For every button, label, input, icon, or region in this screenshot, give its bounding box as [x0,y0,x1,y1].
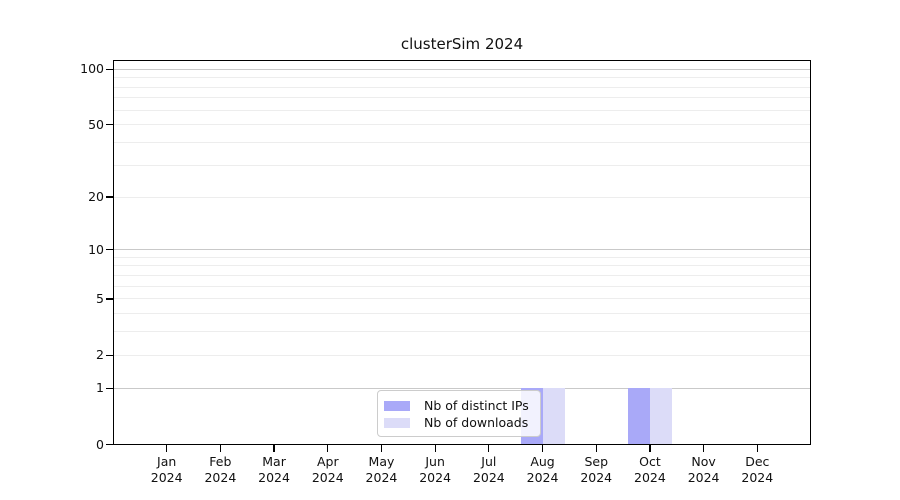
x-tick-year: 2024 [258,470,290,485]
y-tick-mark [106,68,113,70]
x-tick-label: Sep 2024 [564,454,628,486]
y-gridline-minor [114,298,810,300]
x-tick-mark [595,445,597,452]
y-tick-mark [106,196,113,198]
y-gridline-minor [114,256,810,258]
x-tick-mark [703,445,705,452]
chart-title: clusterSim 2024 [400,35,524,53]
y-tick-mark [106,249,113,251]
bar-downloads-aug-2024 [542,388,565,445]
legend-swatch-downloads [384,417,410,428]
x-tick-label: Jan 2024 [135,454,199,486]
x-tick-year: 2024 [311,470,344,485]
legend-label: Nb of distinct IPs [424,398,529,413]
x-tick-mark [166,445,168,452]
y-gridline-minor [114,265,810,267]
legend-swatch-distinct-ips [384,400,410,411]
y-gridline-minor [114,142,810,144]
x-tick-label: Mar 2024 [242,454,306,486]
y-tick-mark [106,387,113,389]
y-gridline-minor [114,97,810,99]
x-tick-month: Apr [316,454,339,469]
x-tick-label: Jul 2024 [457,454,521,486]
x-tick-month: Jul [481,454,497,469]
x-tick-mark [434,445,436,452]
bar-downloads-oct-2024 [649,388,672,445]
y-gridline-minor [114,354,810,356]
bar-distinct-ips-oct-2024 [627,388,650,445]
x-tick-year: 2024 [741,470,774,485]
y-gridline-minor [114,196,810,198]
legend-row: Nb of distinct IPs [384,397,540,414]
legend-label: Nb of downloads [424,415,529,430]
x-tick-year: 2024 [634,470,666,485]
x-tick-mark [380,445,383,452]
y-gridline-minor [114,275,810,277]
y-tick-label: 10 [88,241,104,257]
x-tick-month: Jan [157,454,177,469]
x-tick-label: Oct 2024 [618,454,682,486]
x-tick-label: Nov 2024 [672,454,736,486]
x-tick-month: Aug [530,454,555,469]
y-gridline-major [114,387,810,389]
x-tick-label: Dec 2024 [725,454,789,486]
y-gridline-minor [114,285,810,287]
y-gridline-minor [114,86,810,88]
x-tick-label: Jun 2024 [403,454,467,486]
y-tick-mark [106,298,113,300]
x-tick-year: 2024 [365,470,398,485]
x-tick-year: 2024 [204,470,237,485]
x-tick-month: Mar [262,454,286,469]
x-tick-year: 2024 [687,470,720,485]
x-tick-month: Nov [691,454,716,469]
y-tick-label: 20 [88,189,104,205]
y-tick-label: 2 [96,347,104,363]
x-tick-year: 2024 [580,470,613,485]
x-tick-mark [488,445,490,452]
x-tick-label: May 2024 [349,454,413,486]
x-tick-mark [649,445,651,452]
x-tick-mark [219,445,221,452]
x-tick-month: Oct [639,454,661,469]
y-tick-mark [106,124,113,126]
y-gridline-minor [114,109,810,111]
y-tick-label: 50 [88,116,104,132]
y-tick-label: 1 [96,380,104,396]
y-gridline-minor [114,331,810,333]
x-tick-year: 2024 [472,470,505,485]
x-tick-month: Dec [745,454,770,469]
x-tick-mark [541,445,544,452]
y-tick-mark [106,354,113,356]
x-tick-label: Apr 2024 [296,454,360,486]
x-tick-mark [273,445,275,452]
x-tick-year: 2024 [419,470,452,485]
y-gridline-minor [114,77,810,79]
y-gridline-minor [114,164,810,166]
y-tick-mark [106,444,113,446]
x-tick-month: Feb [209,454,232,469]
x-tick-year: 2024 [150,470,183,485]
x-tick-year: 2024 [526,470,559,485]
legend-row: Nb of downloads [384,414,540,431]
x-tick-month: Jun [425,454,445,469]
legend: Nb of distinct IPs Nb of downloads [377,390,541,437]
y-tick-label: 0 [96,436,104,452]
y-gridline-minor [114,124,810,126]
x-tick-label: Aug 2024 [511,454,575,486]
y-tick-label: 100 [80,61,104,77]
y-gridline-major [114,68,810,70]
x-tick-mark [327,445,329,452]
x-tick-month: Sep [584,454,608,469]
y-gridline-major [114,249,810,251]
x-tick-mark [756,445,758,452]
x-tick-label: Feb 2024 [188,454,252,486]
y-tick-label: 5 [96,290,104,306]
y-gridline-minor [114,313,810,315]
x-tick-month: May [368,454,395,469]
